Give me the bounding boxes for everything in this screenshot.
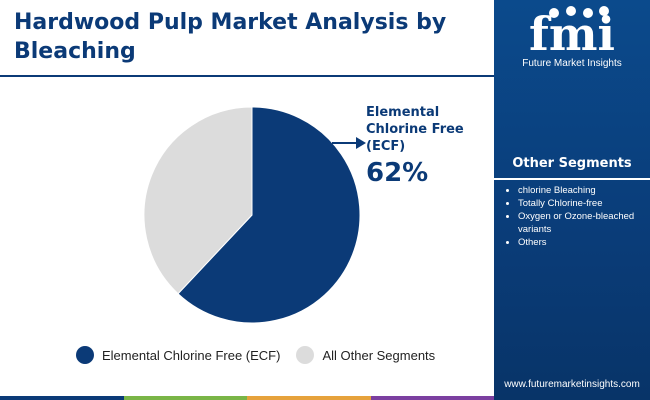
other-segments-divider xyxy=(494,178,650,180)
legend-label-other: All Other Segments xyxy=(322,347,436,363)
legend-item-ecf: Elemental Chlorine Free (ECF) xyxy=(76,346,280,364)
logo-company-name: Future Market Insights xyxy=(522,58,622,69)
chart-legend: Elemental Chlorine Free (ECF) All Other … xyxy=(76,346,451,364)
pie-chart xyxy=(143,106,366,324)
title-divider xyxy=(0,75,494,77)
callout-arrow-head xyxy=(356,137,366,149)
segment-item: Others xyxy=(518,236,650,249)
other-segments-list: chlorine Bleaching Totally Chlorine-free… xyxy=(504,184,650,249)
bottom-bar-segment xyxy=(123,396,247,400)
website-link[interactable]: www.futuremarketinsights.com xyxy=(504,379,640,390)
fmi-logo: fmi Future Market Insights xyxy=(494,0,650,76)
legend-swatch-ecf xyxy=(76,346,94,364)
other-segments-title: Other Segments xyxy=(512,156,632,171)
legend-swatch-other xyxy=(296,346,315,364)
fmi-logo-text: fmi xyxy=(529,7,615,60)
segment-item: Oxygen or Ozone-bleached variants xyxy=(518,210,650,236)
logo-icon-dot xyxy=(566,6,576,16)
segment-item: chlorine Bleaching xyxy=(518,184,650,197)
fmi-logo-mark: fmi xyxy=(529,6,615,61)
legend-label-ecf: Elemental Chlorine Free (ECF) xyxy=(102,347,281,363)
callout-value: 62% xyxy=(366,158,429,188)
bottom-color-bar xyxy=(0,396,494,400)
pie-slice-other xyxy=(143,106,253,295)
bottom-bar-segment xyxy=(370,396,494,400)
sidebar: fmi Future Market Insights Other Segment… xyxy=(494,0,650,400)
ecf-callout: Elemental Chlorine Free (ECF) 62% xyxy=(366,104,491,189)
logo-icon-dot xyxy=(549,8,559,18)
page-title: Hardwood Pulp Market Analysis by Bleachi… xyxy=(14,10,447,64)
logo-icon-dot xyxy=(599,6,609,16)
bottom-bar-segment xyxy=(0,396,124,400)
logo-icon-dot xyxy=(583,8,593,18)
segment-item: Totally Chlorine-free xyxy=(518,197,650,210)
pie-slice-ecf xyxy=(177,106,361,324)
legend-item-other: All Other Segments xyxy=(296,346,435,364)
bottom-bar-segment xyxy=(247,396,371,400)
callout-label: Elemental Chlorine Free (ECF) xyxy=(366,105,464,154)
